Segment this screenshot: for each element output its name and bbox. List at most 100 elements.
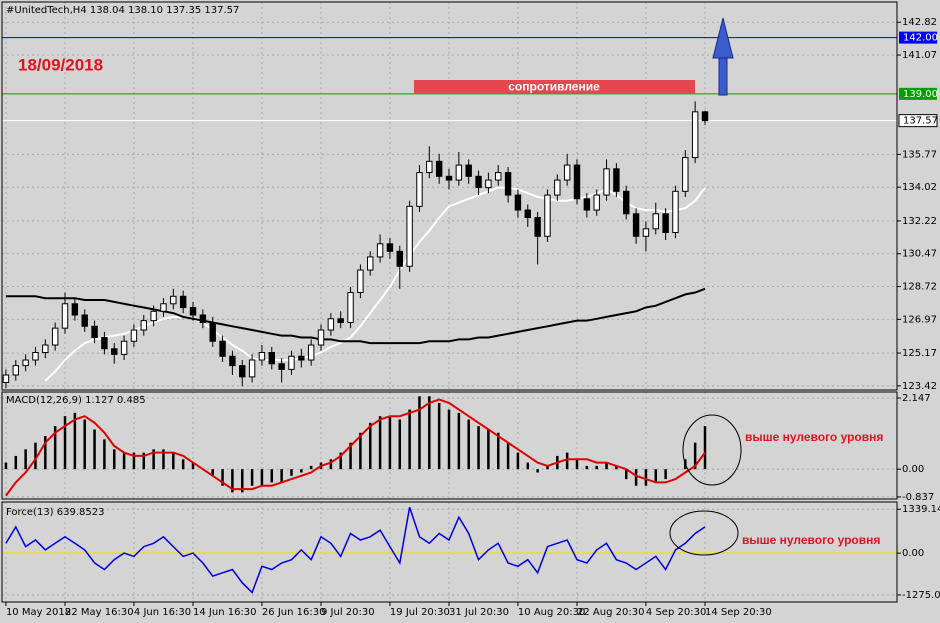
x-tick-label: 22 May 16:30	[65, 607, 134, 618]
candle-body	[623, 190, 630, 215]
candle-body	[514, 194, 522, 211]
force-line	[5, 506, 706, 594]
candle-body	[357, 269, 364, 294]
candle-body	[672, 190, 679, 234]
y-tick-label: 135.77	[902, 149, 937, 160]
candle-body	[465, 164, 472, 177]
x-tick-label: 22 Aug 20:30	[577, 607, 644, 618]
candle-body	[317, 329, 325, 346]
candle-body	[367, 256, 374, 271]
candle-body	[682, 157, 689, 192]
y-tick-label: -1275.07	[902, 590, 940, 601]
level-marker	[899, 87, 937, 100]
indicator-title: MACD(12,26,9) 1.127 0.485	[6, 395, 146, 406]
y-tick-label: 2.147	[902, 393, 931, 404]
y-tick-label: 130.47	[902, 249, 937, 260]
candle-body	[150, 310, 157, 322]
indicator-title: Force(13) 639.8523	[6, 507, 104, 518]
candle-body	[563, 164, 571, 181]
candle-body	[583, 198, 591, 211]
candle-body	[396, 250, 403, 267]
resistance-box	[414, 80, 695, 94]
candle-body	[652, 213, 659, 230]
y-tick-label: 1339.140	[902, 504, 940, 515]
candle-body	[691, 111, 699, 159]
candle-body	[485, 179, 492, 189]
x-tick-label: 4 Sep 20:30	[646, 607, 706, 618]
candle-body	[42, 344, 49, 354]
candle-body	[632, 213, 640, 237]
x-tick-label: 14 Jun 16:30	[193, 607, 257, 618]
candle-body	[61, 303, 69, 329]
candle-body	[347, 292, 354, 324]
annotation: выше нулевого уровня	[742, 533, 880, 547]
candle-body	[307, 344, 315, 361]
arrow-head	[712, 17, 734, 59]
candle-body	[91, 325, 98, 339]
x-tick-label: 14 Sep 20:30	[705, 607, 772, 618]
candle-body	[495, 172, 502, 181]
y-tick-label: 123.42	[902, 381, 937, 392]
candle-body	[189, 307, 197, 316]
level-label: 139.00	[903, 89, 938, 100]
candle-body	[229, 355, 236, 367]
candle-body	[101, 337, 108, 350]
candle-body	[2, 374, 10, 384]
annotation: выше нулевого уровня	[745, 430, 883, 444]
candle-body	[593, 194, 600, 211]
y-tick-label: 128.72	[902, 282, 937, 293]
y-tick-label: 0.00	[902, 548, 924, 559]
candle-body	[603, 168, 610, 196]
candle-body	[701, 111, 709, 122]
candle-body	[219, 340, 226, 357]
candle-body	[337, 318, 344, 324]
signal-line	[5, 398, 706, 497]
candle-body	[258, 352, 266, 361]
candle-body	[268, 352, 275, 365]
y-tick-label: 134.02	[902, 182, 937, 193]
candle-body	[120, 340, 128, 355]
candle-body	[140, 320, 147, 331]
date-label: 18/09/2018	[18, 55, 103, 74]
candle-body	[199, 314, 207, 324]
candle-body	[12, 365, 19, 376]
candle-body	[524, 209, 531, 219]
candle-body	[288, 355, 295, 370]
level-label: 142.00	[903, 33, 938, 44]
candle-body	[327, 318, 335, 331]
candle-body	[534, 217, 541, 237]
candle-body	[613, 168, 620, 192]
candle-body	[298, 355, 305, 361]
candle-body	[209, 322, 216, 342]
candle-body	[130, 329, 138, 342]
y-tick-label: -0.837	[902, 492, 934, 503]
x-tick-label: 10 May 2018	[6, 607, 71, 618]
candle-body	[170, 295, 177, 305]
last-price-marker	[898, 114, 938, 128]
candle-body	[445, 175, 453, 181]
candle-body	[573, 164, 581, 200]
candle-body	[406, 205, 413, 267]
candle-body	[71, 303, 79, 316]
moving-average	[5, 287, 706, 345]
candle-body	[435, 160, 443, 177]
candle-body	[554, 179, 561, 196]
candle-body	[416, 172, 423, 207]
x-tick-label: 26 Jun 16:30	[262, 607, 326, 618]
candle-body	[455, 164, 463, 181]
highlight-circle	[682, 414, 742, 486]
candle-body	[426, 160, 433, 174]
candle-body	[111, 348, 118, 355]
candle-body	[239, 365, 246, 378]
y-tick-label: 132.22	[902, 216, 937, 227]
macd-pane-frame	[1, 391, 898, 500]
x-tick-label: 4 Jun 16:30	[134, 607, 191, 618]
candle-body	[160, 303, 167, 312]
candle-body	[376, 243, 384, 258]
candle-body	[179, 295, 187, 309]
candle-body	[386, 243, 394, 252]
marks	[2, 37, 897, 594]
candle-body	[504, 172, 512, 196]
arrow-shaft	[718, 55, 728, 96]
